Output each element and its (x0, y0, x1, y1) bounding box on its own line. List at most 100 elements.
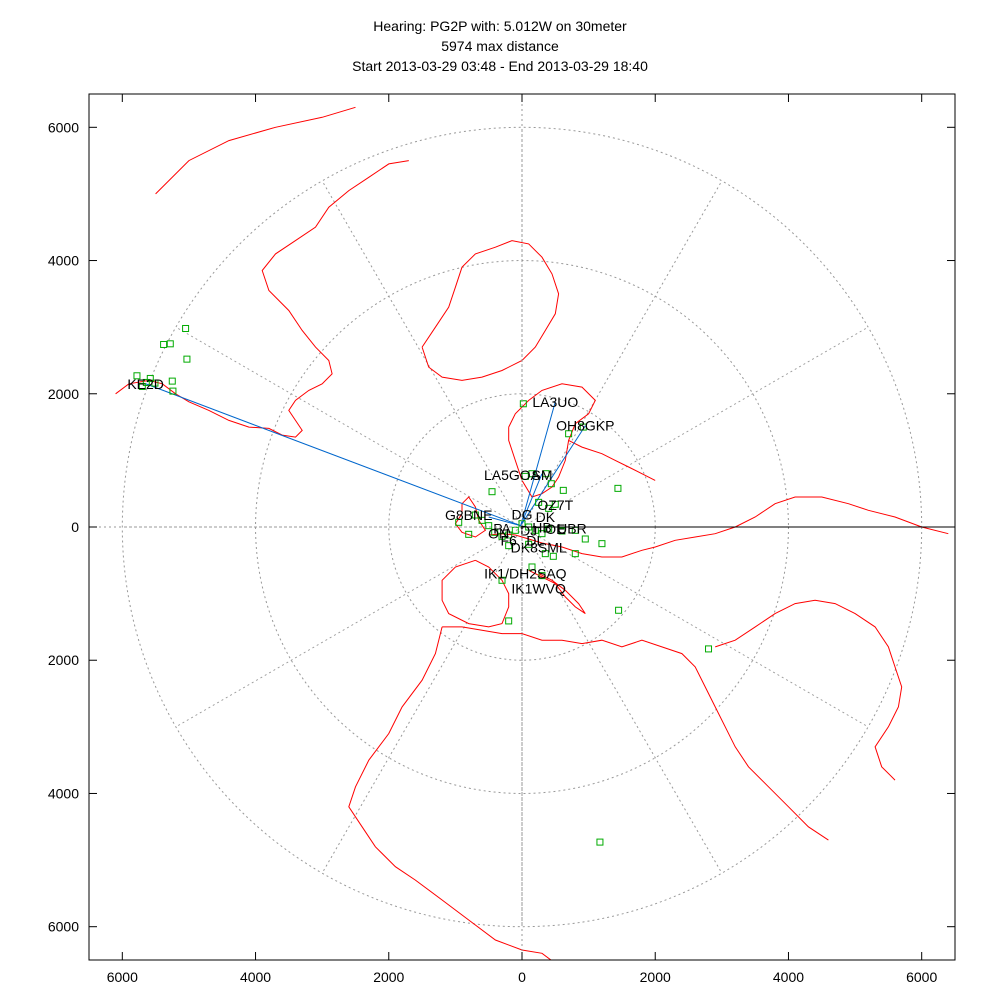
x-tick-label: 4000 (773, 969, 804, 985)
station-marker (465, 530, 473, 538)
path-line (520, 473, 543, 526)
station-callsign-label: DJ (520, 522, 537, 538)
y-tick-label: 0 (71, 519, 79, 535)
station-callsign-label: LA5GOA (484, 467, 541, 483)
chart-title: Hearing: PG2P with: 5.012W on 30meter 59… (0, 16, 1000, 76)
station-callsign-label: DK (536, 509, 556, 525)
radial-line (175, 526, 523, 728)
station-marker (478, 516, 486, 524)
station-marker (528, 470, 536, 478)
station-callsign-label: G8BNE (445, 507, 492, 523)
plot-axes: 6000 4000 2000 0 2000 4000 6000 6000 4000 2000 0 20… (48, 93, 956, 985)
station-marker (505, 617, 513, 625)
station-marker (541, 550, 549, 558)
station-marker (498, 532, 506, 540)
radial-line (321, 526, 523, 874)
station-marker (558, 527, 566, 535)
title-line-1: Hearing: PG2P with: 5.012W on 30meter (373, 18, 627, 34)
station-marker (455, 518, 463, 526)
station-marker (471, 511, 479, 519)
station-marker (598, 540, 606, 548)
station-marker (559, 486, 567, 494)
station-marker (169, 387, 177, 395)
propagation-paths (145, 383, 586, 527)
x-tick-label: 6000 (906, 969, 937, 985)
radial-line (521, 180, 723, 528)
station-marker (498, 576, 506, 584)
y-tick-label: 6000 (48, 919, 79, 935)
station-marker (579, 423, 587, 431)
x-tick-label: 4000 (240, 969, 271, 985)
station-marker (525, 540, 533, 548)
station-marker (581, 535, 589, 543)
coastline (115, 160, 409, 438)
station-callsign-label: IK1/DH2SAQ (484, 566, 567, 582)
station-marker (488, 488, 496, 496)
station-marker (615, 606, 623, 614)
y-tick-label: 2000 (48, 386, 79, 402)
coastline (155, 106, 356, 195)
y-tick-label: 4000 (48, 785, 79, 801)
y-tick-label: 6000 (48, 119, 79, 135)
station-marker (151, 379, 159, 387)
path-line (520, 425, 586, 526)
station-marker (528, 563, 536, 571)
station-callsign-label: PA (493, 520, 511, 536)
x-tick-label: 2000 (373, 969, 404, 985)
station-callsign-label: HB (532, 520, 551, 536)
station-markers (133, 324, 713, 846)
coastline (488, 496, 949, 558)
station-marker (168, 377, 176, 385)
path-line (145, 383, 521, 527)
station-marker (547, 480, 555, 488)
station-callsign-label: LA3UO (532, 394, 578, 410)
station-marker (133, 372, 141, 380)
radial-line (521, 526, 723, 874)
station-marker (138, 382, 146, 390)
radial-line (521, 526, 869, 728)
radial-line (521, 326, 869, 528)
station-callsign-label: KE2D (127, 376, 164, 392)
station-marker (521, 472, 529, 480)
station-marker (535, 498, 543, 506)
y-tick-label: 4000 (48, 253, 79, 269)
station-marker (596, 838, 604, 846)
station-callsign-label: SM (531, 467, 552, 483)
x-tick-label: 0 (518, 969, 526, 985)
coastline (454, 496, 487, 538)
station-marker (146, 374, 154, 382)
station-marker (485, 522, 493, 530)
station-marker (142, 378, 150, 386)
station-callsign-label: OH8GKP (556, 418, 614, 434)
title-line-3: Start 2013-03-29 03:48 - End 2013-03-29 … (352, 58, 648, 74)
path-line (520, 401, 556, 526)
station-marker (160, 340, 168, 348)
station-marker (545, 525, 553, 533)
station-marker (519, 400, 527, 408)
station-marker (549, 552, 557, 560)
station-marker (491, 528, 499, 536)
station-callsign-label: OE (545, 521, 565, 537)
radial-line (175, 326, 523, 528)
station-marker (571, 550, 579, 558)
station-callsign-label: OZ7T (537, 497, 573, 513)
path-line (488, 516, 521, 527)
station-marker (505, 531, 513, 539)
station-marker (545, 504, 553, 512)
coastline (421, 240, 560, 381)
coastline (568, 439, 656, 481)
station-marker (705, 645, 713, 653)
coastline (441, 559, 510, 628)
coastline (442, 626, 829, 841)
station-marker (166, 340, 174, 348)
station-callsign-label: UBR (557, 520, 587, 536)
x-tick-label: 6000 (107, 969, 138, 985)
station-marker (505, 542, 513, 550)
station-marker (614, 484, 622, 492)
station-marker (183, 355, 191, 363)
station-callsign-label: IK1WVQ (511, 580, 566, 596)
coastlines (115, 106, 949, 960)
station-marker (551, 500, 559, 508)
